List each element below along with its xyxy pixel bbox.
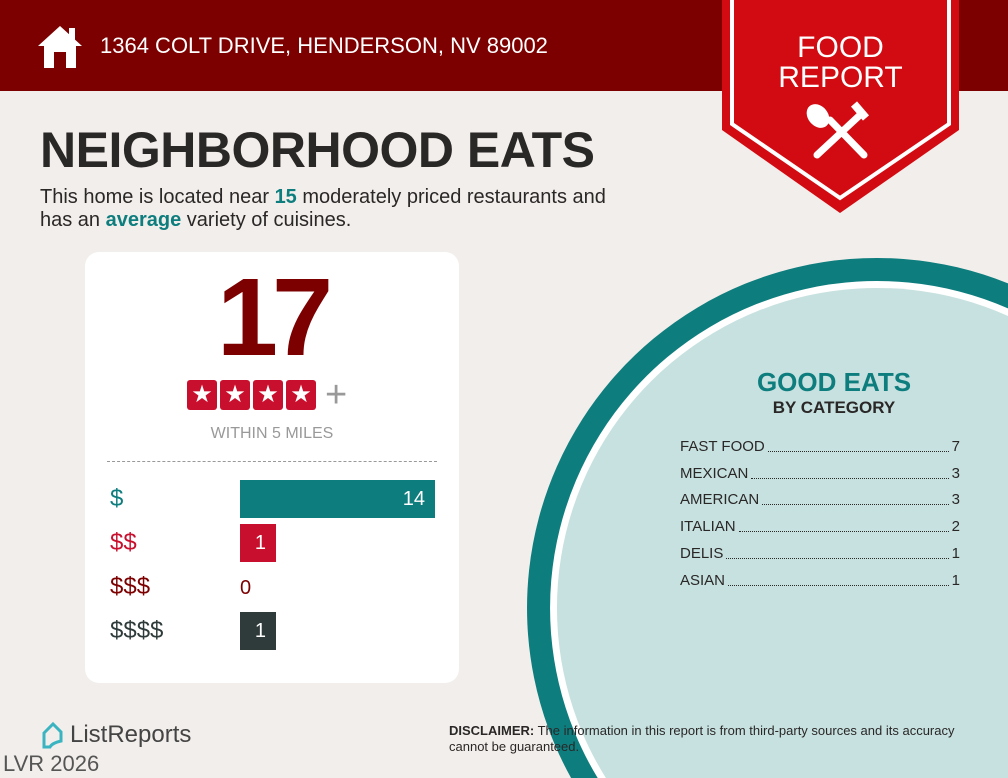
good-eats-subtitle: BY CATEGORY [772, 398, 896, 417]
leader-dots [751, 465, 949, 479]
disclaimer-text: The information in this report is from t… [449, 723, 955, 754]
restaurant-count: 15 [274, 186, 297, 208]
plus-icon: + [325, 374, 348, 416]
star-rating: ★ ★ ★ ★ [187, 380, 316, 410]
category-row: ASIAN 1 [680, 572, 960, 590]
watermark: LVR 2026 [3, 751, 100, 776]
badge-line-1: FOOD [797, 31, 884, 64]
brand-name: ListReports [70, 721, 192, 748]
summary-part: variety of cuisines. [181, 209, 352, 231]
category-name: ASIAN [680, 571, 726, 589]
restaurant-count-card: 17 ★ ★ ★ ★ + WITHIN 5 MILES $14 $$ 1 $$$ 0 $$$$ 1 [85, 252, 459, 683]
category-row: ITALIAN 2 [680, 518, 960, 536]
disclaimer-label: DISCLAIMER: [449, 723, 535, 738]
category-count: 1 [951, 544, 960, 562]
category-count: 3 [951, 464, 960, 482]
price-level-bar: 1 [240, 612, 276, 650]
category-count: 7 [951, 438, 960, 455]
distance-label: WITHIN 5 MILES [210, 425, 334, 442]
price-level-label: $$$ [110, 573, 151, 600]
disclaimer: DISCLAIMER: The information in this repo… [449, 723, 989, 755]
summary-part: has an [40, 209, 106, 231]
price-level-bar: 1 [240, 524, 276, 562]
category-name: MEXICAN [680, 464, 749, 482]
leader-dots [767, 438, 949, 452]
total-restaurants: 17 [216, 256, 333, 379]
category-name: AMERICAN [680, 491, 760, 509]
category-row: DELIS 1 [680, 545, 960, 563]
home-icon [38, 26, 82, 68]
star-icon: ★ [187, 380, 217, 410]
variety-level: average [105, 209, 182, 231]
logo-icon [42, 721, 63, 749]
leader-dots [728, 572, 949, 586]
leader-dots [738, 518, 949, 533]
category-count: 1 [951, 571, 960, 589]
category-row: AMERICAN 3 [680, 491, 960, 509]
price-level-label: $$ [110, 529, 137, 556]
star-icon: ★ [286, 380, 316, 410]
category-name: FAST FOOD [680, 438, 765, 455]
summary-part: This home is located near [40, 186, 275, 208]
food-report-badge [722, 0, 959, 213]
category-name: DELIS [680, 544, 724, 562]
divider [107, 461, 437, 462]
leader-dots [762, 491, 949, 506]
price-level-bar: 14 [240, 480, 435, 518]
category-row: FAST FOOD 7 [680, 438, 960, 456]
page-title: NEIGHBORHOOD EATS [40, 122, 595, 178]
property-address: 1364 COLT DRIVE, HENDERSON, NV 89002 [100, 33, 548, 58]
category-count: 3 [951, 491, 960, 509]
badge-line-2: REPORT [778, 61, 903, 94]
summary-part: moderately priced restaurants and [296, 186, 606, 208]
price-level-label: $ [110, 485, 124, 512]
badge-title: FOOD REPORT [722, 33, 959, 93]
category-row: MEXICAN 3 [680, 465, 960, 483]
category-count: 2 [951, 518, 960, 536]
summary-text: This home is located near 15 moderately … [40, 186, 606, 232]
leader-dots [726, 545, 949, 559]
good-eats-title: GOOD EATS [756, 367, 912, 397]
star-icon: ★ [253, 380, 283, 410]
utensils-icon [813, 111, 868, 159]
price-level-label: $$$$ [110, 617, 164, 644]
category-name: ITALIAN [680, 518, 736, 536]
star-icon: ★ [220, 380, 250, 410]
price-level-value: 0 [240, 577, 252, 599]
listreports-logo: ListReports [40, 721, 191, 749]
